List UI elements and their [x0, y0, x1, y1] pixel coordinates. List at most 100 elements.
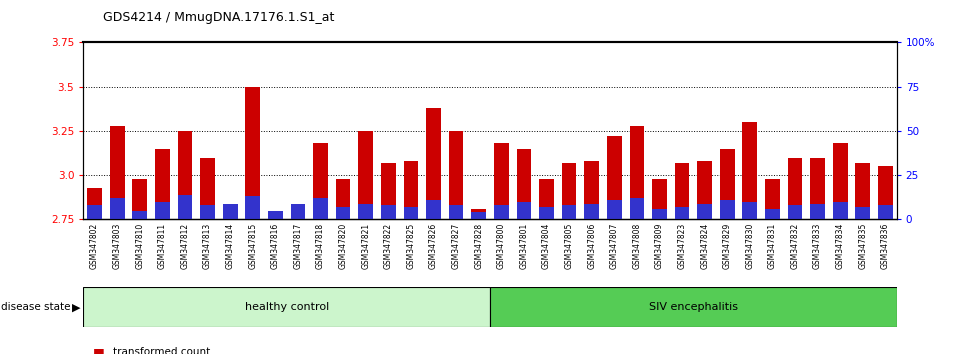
Bar	[788, 205, 803, 219]
Text: GSM347822: GSM347822	[384, 223, 393, 269]
Text: transformed count: transformed count	[113, 347, 210, 354]
Bar	[245, 196, 260, 219]
Bar	[607, 136, 621, 219]
Text: GSM347810: GSM347810	[135, 223, 144, 269]
Bar	[674, 207, 689, 219]
Text: GSM347832: GSM347832	[791, 223, 800, 269]
Text: GSM347803: GSM347803	[113, 223, 122, 269]
Text: GSM347830: GSM347830	[746, 223, 755, 269]
Text: GSM347818: GSM347818	[316, 223, 325, 269]
Text: GSM347801: GSM347801	[519, 223, 528, 269]
Text: GSM347811: GSM347811	[158, 223, 167, 269]
Bar	[381, 163, 396, 219]
Text: GSM347806: GSM347806	[587, 223, 596, 269]
Bar	[222, 204, 237, 219]
Bar	[856, 163, 870, 219]
Text: GSM347805: GSM347805	[564, 223, 573, 269]
Bar	[833, 202, 848, 219]
Text: GSM347829: GSM347829	[722, 223, 732, 269]
Bar	[245, 87, 260, 219]
Bar	[87, 205, 102, 219]
Text: ▶: ▶	[72, 302, 80, 312]
Text: ■: ■	[93, 346, 105, 354]
Text: GSM347800: GSM347800	[497, 223, 506, 269]
Text: GSM347821: GSM347821	[362, 223, 370, 269]
Bar	[539, 179, 554, 219]
Bar	[471, 209, 486, 219]
Text: GSM347813: GSM347813	[203, 223, 212, 269]
Bar	[155, 149, 170, 219]
Text: GSM347820: GSM347820	[339, 223, 348, 269]
Text: GSM347834: GSM347834	[836, 223, 845, 269]
Bar	[674, 163, 689, 219]
Text: GSM347823: GSM347823	[677, 223, 687, 269]
Bar	[449, 131, 464, 219]
Text: GSM347825: GSM347825	[407, 223, 416, 269]
Bar	[359, 131, 373, 219]
Text: SIV encephalitis: SIV encephalitis	[649, 302, 738, 312]
Bar	[720, 200, 735, 219]
Text: GSM347808: GSM347808	[632, 223, 641, 269]
Bar	[291, 204, 306, 219]
Text: GSM347802: GSM347802	[90, 223, 99, 269]
Bar	[83, 287, 490, 327]
Text: GDS4214 / MmugDNA.17176.1.S1_at: GDS4214 / MmugDNA.17176.1.S1_at	[103, 11, 334, 24]
Bar	[336, 207, 351, 219]
Bar	[87, 188, 102, 219]
Bar	[404, 161, 418, 219]
Text: disease state: disease state	[1, 302, 71, 312]
Bar	[584, 204, 599, 219]
Bar	[426, 108, 441, 219]
Bar	[629, 126, 644, 219]
Bar	[516, 202, 531, 219]
Bar	[314, 198, 328, 219]
Text: GSM347804: GSM347804	[542, 223, 551, 269]
Bar	[516, 149, 531, 219]
Bar	[720, 149, 735, 219]
Bar	[314, 143, 328, 219]
Bar	[743, 202, 758, 219]
Bar	[200, 158, 215, 219]
Bar	[810, 158, 825, 219]
Bar	[494, 143, 509, 219]
Bar	[539, 207, 554, 219]
Bar	[155, 202, 170, 219]
Bar	[765, 179, 780, 219]
Bar	[404, 207, 418, 219]
Bar	[494, 205, 509, 219]
Bar	[426, 200, 441, 219]
Text: GSM347816: GSM347816	[270, 223, 280, 269]
Bar	[268, 211, 282, 219]
Bar	[584, 161, 599, 219]
Text: GSM347812: GSM347812	[180, 223, 189, 269]
Bar	[833, 143, 848, 219]
Text: GSM347814: GSM347814	[225, 223, 234, 269]
Bar	[471, 212, 486, 219]
Bar	[222, 204, 237, 219]
Text: GSM347807: GSM347807	[610, 223, 618, 269]
Bar	[110, 198, 124, 219]
Bar	[878, 205, 893, 219]
Bar	[788, 158, 803, 219]
Bar	[856, 207, 870, 219]
Bar	[132, 211, 147, 219]
Bar	[110, 126, 124, 219]
Bar	[291, 204, 306, 219]
Text: GSM347827: GSM347827	[452, 223, 461, 269]
Bar	[562, 205, 576, 219]
Text: healthy control: healthy control	[245, 302, 328, 312]
Bar	[878, 166, 893, 219]
Bar	[177, 195, 192, 219]
Bar	[607, 200, 621, 219]
Text: GSM347835: GSM347835	[858, 223, 867, 269]
Bar	[698, 161, 712, 219]
Bar	[132, 179, 147, 219]
Text: GSM347826: GSM347826	[429, 223, 438, 269]
Bar	[449, 205, 464, 219]
Text: GSM347815: GSM347815	[248, 223, 258, 269]
Bar	[200, 205, 215, 219]
Text: GSM347833: GSM347833	[813, 223, 822, 269]
Bar	[359, 204, 373, 219]
Bar	[629, 198, 644, 219]
Text: GSM347809: GSM347809	[655, 223, 664, 269]
